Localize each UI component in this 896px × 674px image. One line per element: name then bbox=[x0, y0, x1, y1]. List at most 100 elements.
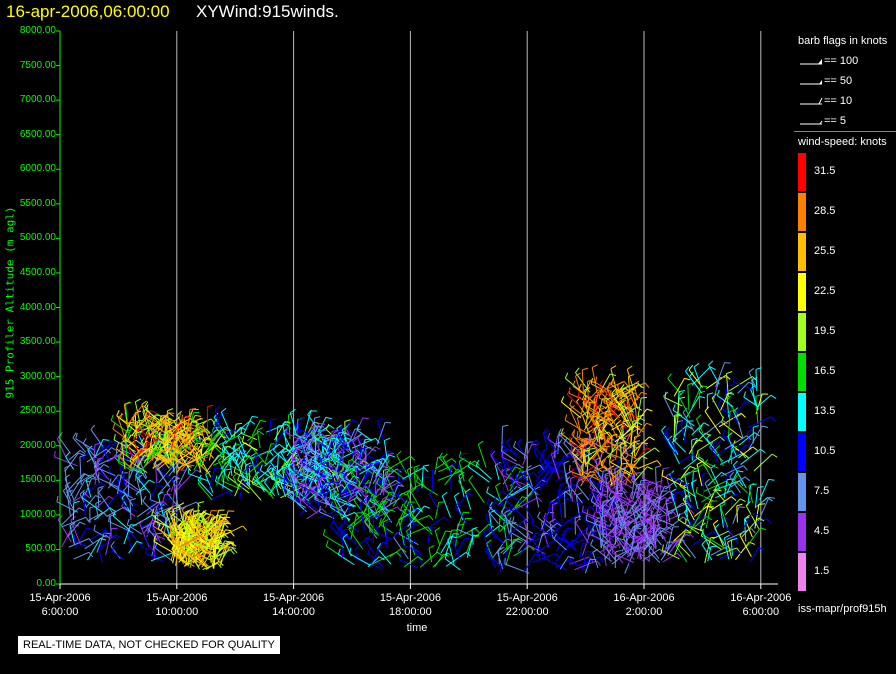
wind-barb bbox=[632, 466, 653, 484]
wind-barb bbox=[454, 501, 468, 525]
wind-barb bbox=[594, 424, 601, 443]
wind-barb bbox=[386, 459, 406, 481]
wind-barb bbox=[722, 384, 734, 411]
wind-barb bbox=[490, 450, 504, 477]
wind-barb bbox=[662, 431, 676, 455]
wind-barb bbox=[329, 520, 350, 547]
wind-barb bbox=[306, 508, 327, 520]
wind-barb bbox=[68, 538, 94, 548]
wind-barb bbox=[421, 464, 430, 489]
wind-barb bbox=[488, 506, 499, 524]
legend-panel: barb flags in knots == 100 == 50 == 10 == 5… bbox=[794, 30, 896, 624]
wind-barb bbox=[611, 422, 629, 431]
wind-barb bbox=[97, 447, 117, 463]
wind-barb bbox=[61, 524, 80, 548]
wind-barb bbox=[88, 529, 111, 541]
wind-barb bbox=[171, 535, 194, 558]
wind-barb bbox=[94, 457, 104, 485]
wind-barb bbox=[203, 526, 223, 540]
wind-barb bbox=[485, 546, 503, 568]
wind-barb bbox=[82, 437, 97, 459]
wind-barb bbox=[404, 556, 424, 568]
wind-barb bbox=[363, 439, 377, 452]
wind-barb bbox=[661, 469, 687, 489]
wind-barb bbox=[177, 469, 202, 490]
wind-barb bbox=[75, 432, 95, 451]
wind-barb bbox=[610, 365, 619, 396]
plot-axes bbox=[56, 30, 778, 589]
wind-barb bbox=[233, 422, 243, 439]
wind-barb bbox=[574, 453, 582, 476]
barb-legend-label: == 100 bbox=[824, 54, 859, 67]
wind-barb bbox=[607, 530, 614, 549]
wind-barb bbox=[486, 539, 494, 560]
barb-legend-item: == 100 bbox=[798, 54, 858, 68]
color-legend-label: 19.5 bbox=[814, 325, 836, 337]
wind-barb bbox=[363, 515, 377, 535]
wind-barb bbox=[232, 442, 243, 461]
wind-barb bbox=[105, 527, 118, 556]
wind-barb bbox=[129, 498, 136, 520]
wind-barb bbox=[647, 486, 662, 507]
wind-barb bbox=[730, 476, 750, 488]
wind-barb bbox=[502, 485, 524, 504]
wind-barb bbox=[714, 445, 724, 467]
wind-barb bbox=[371, 541, 389, 565]
wind-barb bbox=[315, 477, 326, 500]
wind-barb bbox=[320, 457, 346, 475]
wind-barb bbox=[680, 420, 687, 444]
wind-barb bbox=[119, 464, 127, 488]
wind-barb bbox=[60, 516, 90, 528]
wind-barb bbox=[347, 433, 367, 444]
wind-barb bbox=[341, 425, 352, 453]
color-swatch bbox=[798, 513, 806, 551]
wind-barb bbox=[163, 442, 171, 460]
wind-barb bbox=[563, 460, 570, 482]
wind-barb bbox=[705, 500, 718, 529]
wind-barb bbox=[324, 490, 343, 515]
wind-barb bbox=[252, 467, 277, 484]
wind-barb bbox=[692, 530, 718, 546]
wind-barb bbox=[672, 404, 695, 427]
wind-barb bbox=[737, 381, 755, 394]
wind-barb bbox=[208, 467, 221, 491]
wind-barb bbox=[718, 412, 746, 428]
wind-barb bbox=[408, 535, 422, 556]
wind-barb bbox=[633, 422, 653, 442]
wind-barb bbox=[364, 479, 380, 505]
wind-barb bbox=[691, 437, 698, 461]
wind-barb bbox=[534, 441, 552, 470]
wind-barb bbox=[601, 499, 609, 522]
x-tick-label: 15-Apr-2006 22:00:00 bbox=[496, 592, 558, 618]
wind-barb bbox=[523, 553, 541, 573]
wind-barb bbox=[583, 400, 600, 429]
wind-barb bbox=[510, 465, 517, 494]
wind-barb bbox=[516, 438, 526, 457]
wind-barb bbox=[434, 456, 444, 475]
wind-barb bbox=[435, 501, 445, 519]
wind-barb bbox=[151, 532, 163, 556]
wind-barb bbox=[239, 455, 251, 475]
wind-barb bbox=[268, 477, 284, 496]
wind-barb bbox=[753, 453, 778, 472]
x-tick-label: 15-Apr-2006 14:00:00 bbox=[263, 592, 325, 618]
x-tick-label: 16-Apr-2006 2:00:00 bbox=[613, 592, 675, 618]
color-swatch bbox=[798, 193, 806, 231]
wind-barb bbox=[524, 483, 544, 509]
wind-barb bbox=[639, 537, 656, 552]
wind-barb bbox=[574, 560, 601, 571]
wind-barb bbox=[381, 468, 390, 486]
barb-legend-label: == 10 bbox=[824, 94, 853, 107]
wind-barb bbox=[133, 434, 141, 462]
barb-glyph-icon bbox=[800, 80, 822, 85]
x-tick-label: 15-Apr-2006 6:00:00 bbox=[29, 592, 91, 618]
wind-barb bbox=[107, 474, 125, 489]
wind-barb bbox=[227, 471, 250, 494]
wind-barb bbox=[746, 428, 753, 451]
wind-barb bbox=[651, 497, 670, 507]
wind-barb bbox=[146, 524, 166, 540]
wind-barb bbox=[748, 425, 769, 450]
wind-barb bbox=[512, 516, 534, 534]
wind-barb bbox=[590, 411, 610, 420]
wind-barb bbox=[673, 377, 691, 397]
